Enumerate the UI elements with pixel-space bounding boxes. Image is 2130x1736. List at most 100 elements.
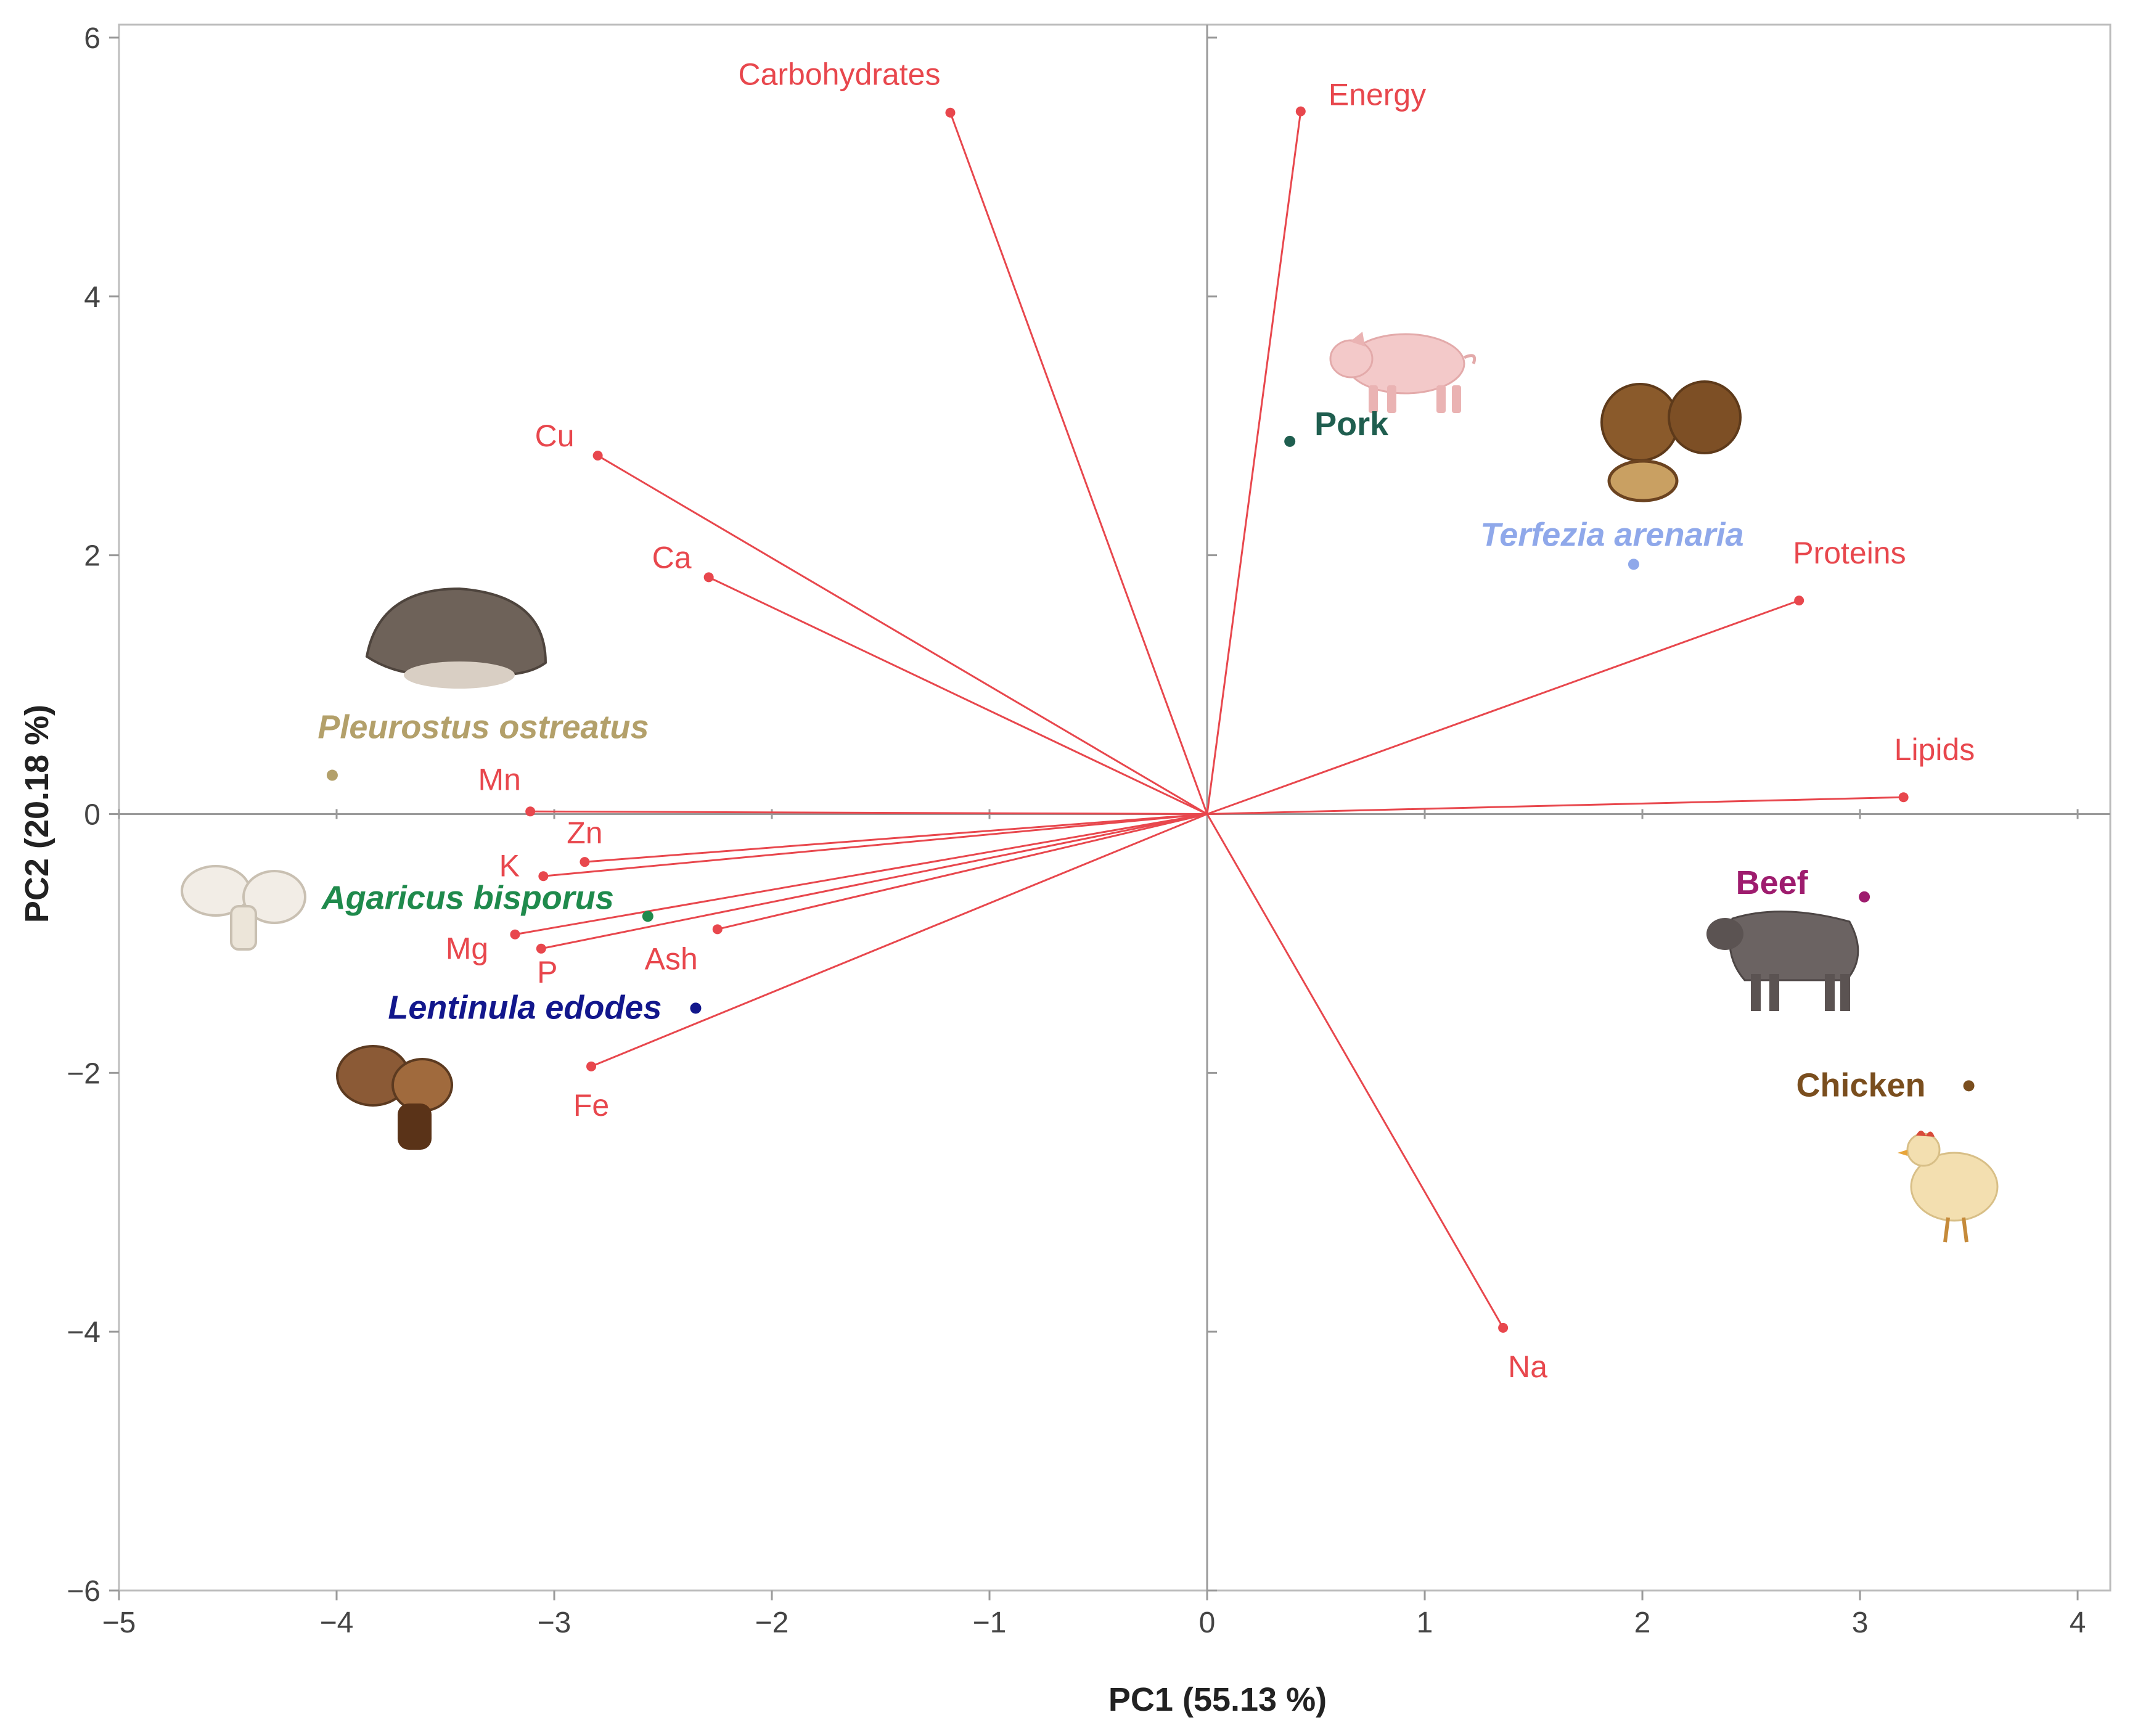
x-tick-label: 0: [1199, 1607, 1216, 1639]
pig-ear: [1350, 332, 1365, 346]
vector-label-mn: Mn: [478, 762, 520, 796]
vector-tip-na: [1498, 1322, 1509, 1333]
score-label-chicken: Chicken: [1796, 1067, 1925, 1103]
score-point-beef: [1859, 891, 1870, 903]
score-label-pork: Pork: [1314, 406, 1389, 443]
score-points: Pork Terfezia arenaria Pleurostus ostreatu…: [317, 406, 1975, 1103]
terfezia-truffles-icon: [1600, 380, 1742, 502]
button-stem: [230, 905, 257, 951]
vector-carbohydrates: [949, 112, 1208, 815]
truffle: [1668, 380, 1742, 454]
vector-mn: [530, 810, 1208, 815]
x-tick-label: 1: [1417, 1607, 1433, 1639]
vector-label-p: P: [537, 955, 557, 989]
x-tick-label: −2: [755, 1607, 789, 1639]
vector-tip-carbohydrates: [945, 107, 956, 118]
truffle-half: [1607, 459, 1679, 502]
score-point-chicken: [1963, 1080, 1975, 1092]
vector-energy: [1206, 111, 1302, 814]
score-label-lentinula-edodes: Lentinula edodes: [388, 989, 662, 1026]
truffle: [1600, 383, 1679, 462]
vector-tip-mg: [510, 929, 520, 940]
vector-tip-p: [536, 943, 546, 954]
vector-label-mg: Mg: [446, 931, 488, 966]
vector-zn: [584, 813, 1208, 863]
y-axis-title: PC2 (20.18 %): [18, 705, 55, 923]
y-tick-label: 0: [84, 798, 100, 831]
vector-tip-k: [538, 871, 549, 882]
chicken-leg: [1943, 1217, 1950, 1243]
vector-label-energy: Energy: [1329, 78, 1426, 112]
pig-leg: [1369, 385, 1378, 413]
pig-leg: [1387, 385, 1396, 413]
vector-label-lipids: Lipids: [1894, 732, 1975, 767]
score-point-pork: [1284, 435, 1296, 447]
x-tick-label: 3: [1852, 1607, 1869, 1639]
y-tick-label: −6: [67, 1575, 100, 1608]
cow-head: [1706, 918, 1743, 950]
chicken-body: [1910, 1152, 1999, 1222]
vector-tip-fe: [586, 1061, 597, 1071]
x-tick-label: 2: [1634, 1607, 1651, 1639]
vector-tip-ash: [712, 924, 723, 935]
button-cap: [242, 870, 306, 924]
pig-leg: [1452, 385, 1461, 413]
vector-label-proteins: Proteins: [1793, 536, 1906, 570]
cow-icon: [1706, 911, 1859, 1011]
vector-mg: [515, 813, 1208, 936]
vector-label-k: K: [499, 848, 520, 883]
vector-label-na: Na: [1508, 1349, 1547, 1384]
vector-label-carbohydrates: Carbohydrates: [738, 57, 940, 92]
vector-label-ca: Ca: [652, 540, 692, 575]
x-tick-label: −5: [102, 1607, 136, 1639]
cow-leg: [1751, 974, 1761, 1011]
chicken-leg: [1962, 1217, 1968, 1243]
plot-frame: [118, 23, 2112, 1592]
chicken-comb: [1916, 1131, 1935, 1137]
chicken-head: [1906, 1132, 1941, 1167]
x-tick-label: −3: [538, 1607, 571, 1639]
oyster-base: [404, 661, 515, 689]
axis-ticks: −5 −4 −3 −2 −1 0 1 2 3 4 −6 −4 −2 0 2 4 6: [67, 22, 2086, 1639]
vector-tip-energy: [1295, 106, 1306, 117]
pig-head: [1329, 339, 1374, 379]
pig-leg: [1436, 385, 1446, 413]
y-tick-label: 4: [84, 281, 100, 314]
shiitake-stem: [398, 1103, 432, 1150]
vector-fe: [591, 813, 1208, 1068]
score-point-agaricus-bisporus: [642, 911, 653, 922]
cow-leg: [1825, 974, 1835, 1011]
y-tick-label: −2: [67, 1057, 100, 1090]
vector-label-zn: Zn: [567, 816, 602, 850]
vector-label-cu: Cu: [535, 419, 575, 453]
y-tick-label: −4: [67, 1316, 100, 1349]
score-label-agaricus-bisporus: Agaricus bisporus: [321, 879, 614, 916]
chicken-beak: [1898, 1150, 1907, 1156]
vector-p: [541, 813, 1208, 950]
vector-tip-proteins: [1794, 596, 1804, 606]
score-point-lentinula-edodes: [690, 1002, 702, 1014]
x-axis-title: PC1 (55.13 %): [1108, 1681, 1327, 1718]
vector-lipids: [1206, 796, 1904, 815]
vector-tip-cu: [592, 451, 603, 461]
x-tick-label: −1: [973, 1607, 1007, 1639]
x-tick-label: 4: [2070, 1607, 2086, 1639]
vector-tip-lipids: [1898, 792, 1909, 803]
vector-na: [1206, 813, 1504, 1329]
illustrations: [181, 332, 1999, 1243]
button-mushroom-icon: [181, 865, 306, 951]
score-label-pleurostus-ostreatus: Pleurostus ostreatus: [317, 709, 649, 746]
chicken-icon: [1898, 1131, 1999, 1243]
shiitake-mushroom-icon: [336, 1045, 453, 1150]
vector-tip-zn: [580, 857, 590, 867]
vector-label-ash: Ash: [645, 941, 698, 976]
score-label-beef: Beef: [1736, 864, 1809, 901]
vector-proteins: [1206, 599, 1800, 815]
vector-k: [543, 813, 1208, 877]
cow-body: [1729, 911, 1859, 981]
pig-tail: [1463, 354, 1477, 364]
oyster-mushroom-icon: [365, 587, 547, 689]
